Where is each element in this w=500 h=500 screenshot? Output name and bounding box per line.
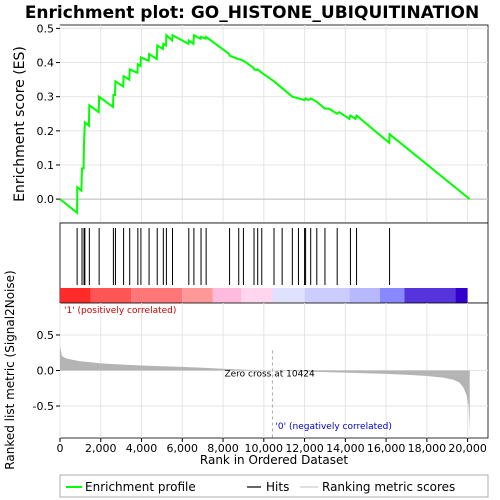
es-frame xyxy=(59,24,489,224)
color-bar-segment xyxy=(272,288,305,303)
ranking-metric-area xyxy=(60,346,470,431)
color-bar-segment xyxy=(349,288,380,303)
x-tick-label: 10,000 xyxy=(245,442,284,455)
color-bar-segment xyxy=(241,288,273,303)
es-tick-label: 0.4 xyxy=(37,57,55,70)
es-tick-label: 0.0 xyxy=(37,193,55,206)
color-bar-segment xyxy=(182,288,213,303)
legend: Enrichment profile Hits Ranking metric s… xyxy=(59,474,489,498)
chart-title: Enrichment plot: GO_HISTONE_UBIQUITINATI… xyxy=(25,3,479,23)
es-tick-label: 0.3 xyxy=(37,91,55,104)
x-axis-ticks: 0 2,000 4,000 6,000 8,000 10,000 12,000 14,000 1… xyxy=(57,438,487,455)
hit-lines xyxy=(76,228,391,285)
es-tick-label: 0.2 xyxy=(37,125,55,138)
es-panel: 0.0 0.1 0.2 0.3 0.4 0.5 Enrichment score (ES) xyxy=(12,22,489,224)
x-tick-label: 6,000 xyxy=(167,442,199,455)
es-tick-label: 0.1 xyxy=(37,159,55,172)
legend-metric-label: Ranking metric scores xyxy=(322,480,455,494)
metric-tick-label: 0.5 xyxy=(37,329,55,342)
metric-y-ticks: -0.5 0.0 0.5 xyxy=(33,329,60,413)
x-tick-label: 8,000 xyxy=(207,442,239,455)
legend-box xyxy=(59,474,489,498)
color-bar-segment xyxy=(90,288,132,303)
es-axis-label: Enrichment score (ES) xyxy=(12,46,28,202)
x-tick-label: 18,000 xyxy=(408,442,447,455)
color-bar-segment xyxy=(212,288,242,303)
color-bar-segment xyxy=(131,288,183,303)
enrichment-profile-line xyxy=(59,33,471,215)
metric-panel: -0.5 0.0 0.5 '1' (positively correlated) '… xyxy=(3,270,489,470)
x-tick-label: 16,000 xyxy=(367,442,406,455)
color-bar-segment xyxy=(60,288,91,303)
x-tick-label: 4,000 xyxy=(126,442,158,455)
x-tick-label: 14,000 xyxy=(326,442,365,455)
legend-profile-label: Enrichment profile xyxy=(85,480,196,494)
x-tick-label: 20,000 xyxy=(448,442,487,455)
es-tick-label: 0.5 xyxy=(37,22,55,35)
hits-panel xyxy=(59,222,489,304)
x-tick-label: 2,000 xyxy=(85,442,117,455)
x-axis-label: Rank in Ordered Dataset xyxy=(200,453,348,467)
zero-cross-label: Zero cross at 10424 xyxy=(224,370,315,380)
metric-tick-label: 0.0 xyxy=(37,365,55,378)
negative-correlation-label: '0' (negatively correlated) xyxy=(275,422,391,432)
color-bar-segment xyxy=(404,288,456,303)
metric-axis-label: Ranked list metric (Signal2Noise) xyxy=(3,270,17,469)
x-tick-label: 0 xyxy=(57,442,64,455)
legend-hits-label: Hits xyxy=(266,480,289,494)
rank-color-bar xyxy=(60,288,468,303)
es-y-ticks: 0.0 0.1 0.2 0.3 0.4 0.5 xyxy=(37,22,60,206)
metric-tick-label: -0.5 xyxy=(33,400,54,413)
x-tick-label: 12,000 xyxy=(285,442,324,455)
positive-correlation-label: '1' (positively correlated) xyxy=(64,306,176,316)
color-bar-segment xyxy=(304,288,350,303)
color-bar-segment xyxy=(379,288,405,303)
color-bar-segment xyxy=(455,288,468,303)
